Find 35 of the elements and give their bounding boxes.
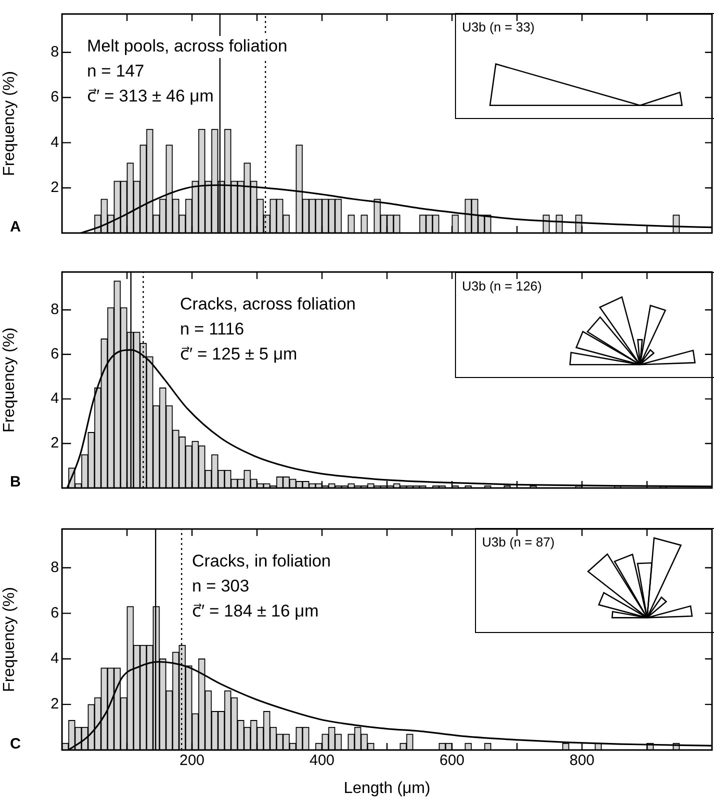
y-tick-label: 2 (50, 696, 59, 713)
annotation: Cracks, in foliation (192, 552, 331, 571)
annotation: c⃗′ = 184 ± 16 μm (192, 602, 319, 621)
annotation: n = 147 (87, 62, 144, 81)
y-tick-label: 2 (50, 178, 59, 196)
text: B (10, 474, 21, 491)
y-tick-label: 4 (50, 650, 59, 668)
y-axis-title: Frequency (%) (1, 328, 18, 432)
text: C (10, 736, 21, 753)
y-tick-label: 8 (50, 558, 59, 576)
y-tick-label: 6 (50, 88, 59, 106)
annotation: Melt pools, across foliation (87, 36, 288, 56)
annotation: U3b (n = 126) (462, 278, 542, 294)
annotation: U3b (n = 87) (482, 534, 555, 550)
annotation: n = 303 (192, 576, 250, 596)
annotation: n = 1116 (180, 320, 244, 339)
annotation: Cracks, across foliation (180, 294, 356, 314)
text: A (10, 218, 21, 236)
y-tick-label: 4 (50, 390, 59, 408)
y-tick-label: 6 (50, 346, 59, 363)
x-tick-label: 800 (569, 752, 595, 770)
y-tick-label: 8 (50, 300, 59, 318)
x-tick-label: 600 (439, 752, 465, 770)
x-axis-title: Length (μm) (344, 780, 430, 797)
y-tick-label: 2 (50, 434, 59, 452)
annotation: c⃗′ = 313 ± 46 μm (87, 86, 214, 106)
y-tick-label: 6 (50, 604, 59, 622)
y-axis-title: Frequency (%) (1, 71, 18, 176)
annotation: U3b (n = 33) (462, 20, 535, 35)
x-tick-label: 200 (179, 752, 205, 770)
y-tick-label: 4 (50, 134, 59, 151)
y-axis-title: Frequency (%) (1, 587, 18, 692)
annotation: c⃗′ = 125 ± 5 μm (180, 344, 298, 364)
x-tick-label: 400 (309, 752, 335, 770)
y-tick-label: 8 (50, 44, 59, 61)
